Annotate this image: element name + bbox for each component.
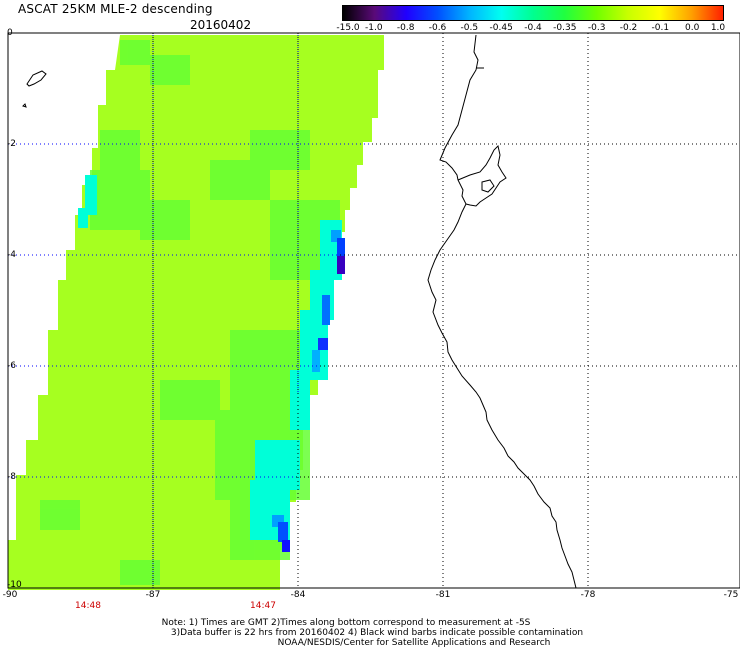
map-date: 20160402 <box>190 18 252 32</box>
colorbar-tick-label: -0.4 <box>524 23 542 33</box>
lon-label-78: -78 <box>580 590 596 600</box>
graticule-over-swath <box>8 35 372 588</box>
colorbar-tick-labels: -15.0 -1.0 -0.8 -0.6 -0.5 -0.45 -0.4 -0.35 -0.3 -… <box>336 23 726 37</box>
colorbar-tick-label: 1.0 <box>710 23 726 33</box>
coastline <box>427 34 577 589</box>
swath-cyan-edge <box>78 175 342 540</box>
gulf-of-guayaquil-outline <box>457 145 507 207</box>
lon-label-84: -84 <box>290 590 306 600</box>
colorbar-tick-label: -15.0 <box>336 23 360 33</box>
colorbar-tick-label: -0.8 <box>396 23 415 33</box>
lon-label-90: -90 <box>2 590 18 600</box>
lon-label-81: -81 <box>435 590 451 600</box>
swath-layer <box>8 35 384 590</box>
colorbar-tick-label: -0.6 <box>428 23 447 33</box>
lat-label-6: -6 <box>7 361 16 371</box>
note-line-3: NOAA/NESDIS/Center for Satellite Applica… <box>277 638 551 648</box>
note-line-1: Note: 1) Times are GMT 2)Times along bot… <box>161 618 531 628</box>
colorbar-tick-label: -0.3 <box>587 23 606 33</box>
map-frame <box>7 32 740 589</box>
colorbar-tick-label: -0.1 <box>651 23 670 33</box>
colorbar-tick-label: 0.0 <box>684 23 700 33</box>
swath-green-patches <box>40 40 340 585</box>
lat-label-4: -4 <box>7 250 16 260</box>
island-outline <box>26 70 47 87</box>
lat-label-0: 0 <box>7 28 13 38</box>
colorbar-tick-label: -1.0 <box>365 23 383 33</box>
puna-island-outline <box>481 179 495 193</box>
colorbar-tick-label: -0.2 <box>619 23 638 33</box>
lat-label-10: -10 <box>7 580 22 590</box>
time-label-1447: 14:47 <box>250 601 276 611</box>
note-line-2: 3)Data buffer is 22 hrs from 20160402 4)… <box>170 628 584 638</box>
lon-label-87: -87 <box>145 590 161 600</box>
time-label-1448: 14:48 <box>75 601 101 611</box>
colorbar-tick-label: -0.35 <box>553 23 577 33</box>
lat-label-8: -8 <box>7 472 16 482</box>
colorbar-tick-label: -0.45 <box>489 23 513 33</box>
lat-label-2: -2 <box>7 139 16 149</box>
footnotes: Note: 1) Times are GMT 2)Times along bot… <box>0 618 740 648</box>
island-small <box>22 103 27 108</box>
map-title: ASCAT 25KM MLE-2 descending <box>18 2 213 16</box>
colorbar-tick-label: -0.5 <box>460 23 479 33</box>
lon-label-75: -75 <box>723 590 739 600</box>
graticule <box>8 33 740 588</box>
colorbar <box>342 5 724 21</box>
swath-blue-edge <box>272 230 345 552</box>
